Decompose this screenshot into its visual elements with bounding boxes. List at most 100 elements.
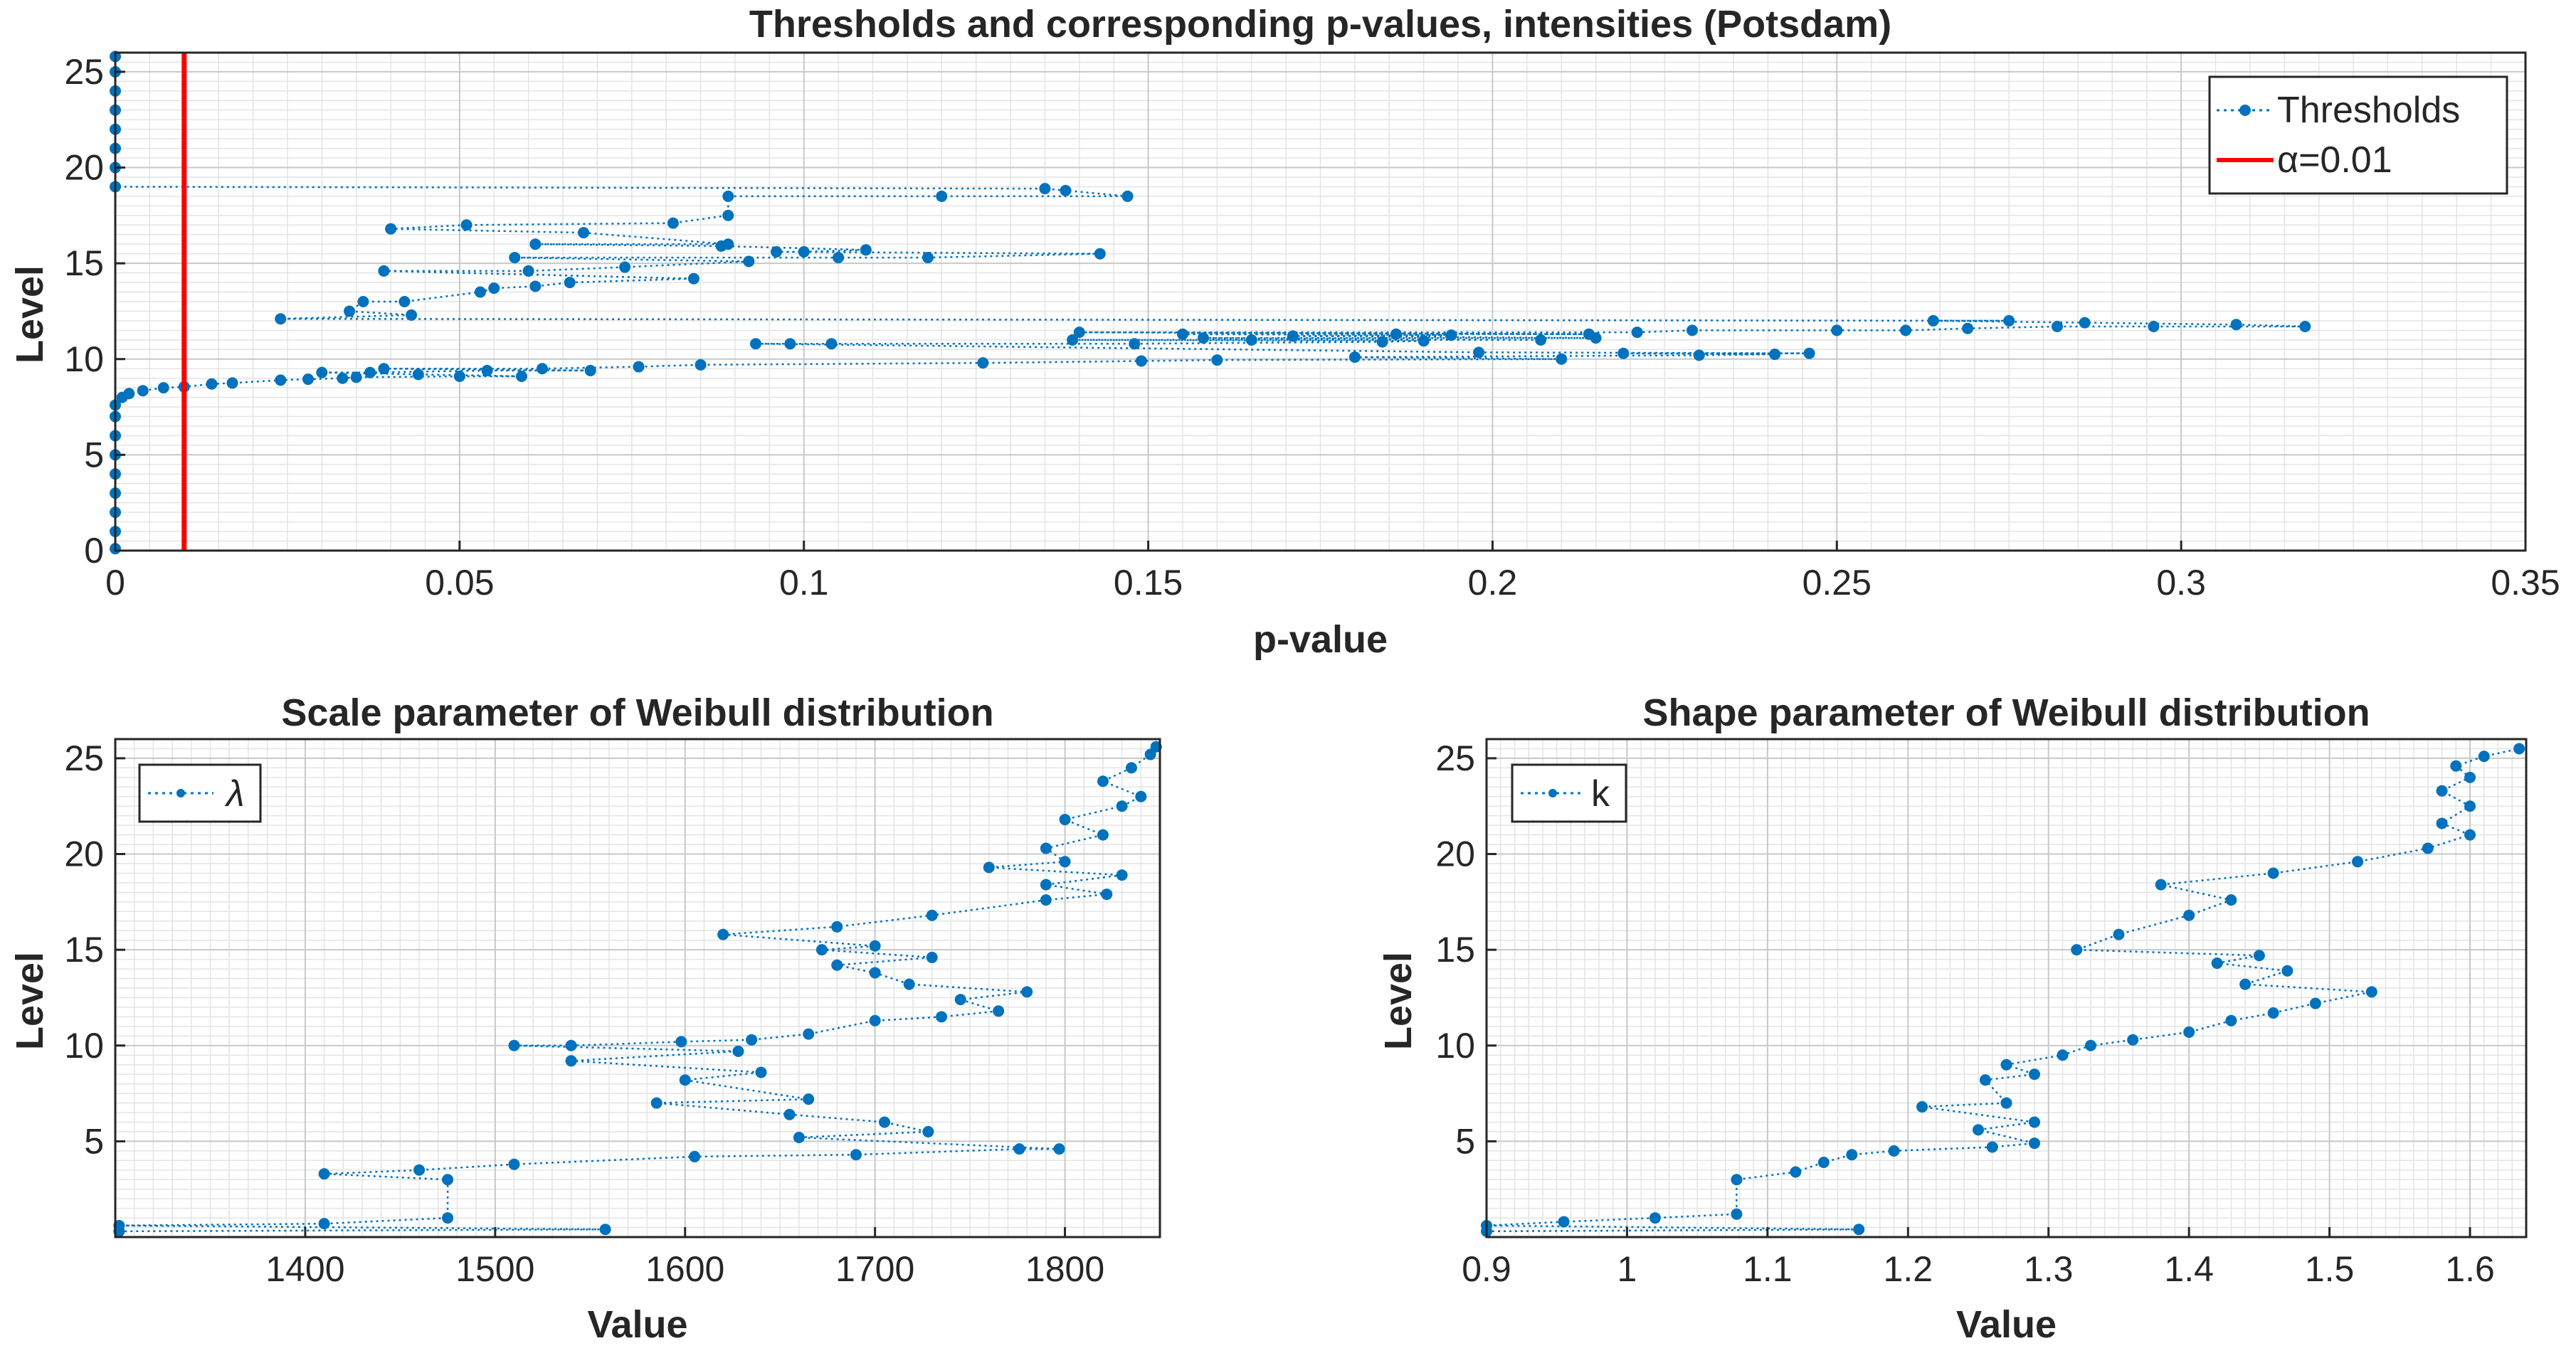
data-point (926, 951, 938, 963)
data-point (1731, 1208, 1743, 1220)
data-point (1059, 856, 1071, 868)
data-point (2281, 965, 2293, 977)
y-tick-label: 15 (1435, 930, 1475, 970)
data-point (1686, 324, 1699, 336)
data-point (1831, 324, 1843, 336)
data-point (689, 1150, 701, 1162)
y-tick-label: 5 (84, 435, 104, 474)
tick-labels: 0.9 1 1.1 1.2 1.3 1.4 1.5 1.6 5 10 15 20 25 (1435, 738, 2494, 1289)
data-point (509, 252, 521, 264)
legend-k-label: k (1591, 773, 1610, 815)
data-point (564, 277, 576, 289)
data-point (488, 282, 500, 295)
data-point (2183, 1026, 2195, 1038)
legend-thresholds-marker (2239, 105, 2251, 116)
axes-frame (114, 738, 1161, 1238)
data-point (732, 1045, 744, 1057)
data-point (599, 1224, 611, 1236)
data-point (903, 978, 915, 990)
axes-frame (1485, 738, 2528, 1238)
x-tick-label: 1800 (1025, 1249, 1104, 1289)
data-point (1053, 1143, 1065, 1155)
data-point (1649, 1212, 1661, 1224)
data-point (275, 313, 287, 325)
chart-title: Shape parameter of Weibull distribution (1642, 691, 2370, 734)
legend: λ (138, 763, 262, 823)
data-point (2365, 986, 2377, 998)
data-point (1973, 1124, 1985, 1136)
data-point (2464, 800, 2476, 812)
data-point (1888, 1145, 1900, 1157)
data-point (1245, 334, 1257, 346)
major-grid (115, 739, 1160, 1237)
data-point (878, 1116, 890, 1128)
data-point (275, 374, 287, 386)
data-point (318, 1168, 330, 1180)
data-point (337, 372, 349, 384)
data-point (481, 364, 493, 376)
x-axis-label: p-value (1253, 618, 1388, 661)
data-point (2267, 1007, 2279, 1019)
data-point (784, 338, 796, 350)
data-point (2309, 997, 2321, 1009)
data-point (157, 382, 169, 394)
y-axis-label: Level (9, 265, 51, 364)
x-tick-label: 0.05 (425, 563, 494, 603)
x-tick-label: 0.9 (1462, 1249, 1511, 1289)
plot-thresholds: 0 0.05 0.1 0.15 0.2 0.25 0.3 0.35 0 5 10 15 20 25 Thr… (9, 3, 2560, 661)
data-point (922, 252, 934, 264)
data-point (508, 1158, 520, 1170)
data-point (137, 385, 149, 397)
data-point (442, 1174, 454, 1186)
data-point (722, 238, 734, 250)
x-axis-label: Value (587, 1303, 687, 1346)
data-point (2464, 771, 2476, 783)
x-tick-label: 1600 (645, 1249, 724, 1289)
tick-labels: 1400 1500 1600 1700 1800 5 10 15 20 25 (64, 738, 1104, 1289)
data-point (2028, 1116, 2040, 1128)
data-point (1927, 314, 1939, 327)
data-point (1390, 328, 1402, 340)
data-point (364, 366, 376, 378)
x-tick-label: 1.6 (2445, 1249, 2495, 1289)
data-point (1445, 329, 1457, 341)
data-point (1197, 332, 1209, 344)
data-point (474, 286, 486, 298)
legend-alpha-label: α=0.01 (2277, 139, 2392, 181)
y-tick-label: 20 (64, 834, 104, 874)
major-grid (1486, 739, 2526, 1237)
data-point (2113, 928, 2125, 940)
data-point (1376, 336, 1388, 348)
data-point (2051, 321, 2063, 332)
data-point (529, 238, 542, 250)
y-axis-label: Level (1377, 952, 1420, 1050)
data-point (1040, 842, 1052, 854)
x-tick-label: 1.1 (1743, 1249, 1793, 1289)
data-point (1853, 1224, 1865, 1236)
data-point (2230, 319, 2242, 331)
data-point (1121, 190, 1134, 202)
x-tick-label: 1.2 (1884, 1249, 1933, 1289)
x-tick-label: 0.25 (1802, 563, 1872, 603)
data-point (825, 338, 838, 350)
data-point (869, 940, 881, 952)
series-line (114, 56, 2306, 549)
legend-thresholds-label: Thresholds (2277, 90, 2460, 131)
x-tick-label: 1.4 (2164, 1249, 2214, 1289)
data-point (2225, 1014, 2237, 1027)
data-point (1125, 762, 1137, 774)
legend: Thresholds α=0.01 (2208, 75, 2508, 195)
y-tick-label: 25 (64, 738, 104, 778)
x-tick-label: 0.15 (1114, 563, 1183, 603)
data-point (1583, 328, 1595, 340)
data-point (954, 994, 966, 1006)
data-point (1097, 829, 1109, 841)
y-tick-label: 20 (1435, 834, 1475, 874)
data-point (398, 296, 411, 307)
data-point (1059, 814, 1071, 826)
data-point (123, 388, 135, 400)
data-point (2148, 321, 2160, 332)
data-point (1979, 1074, 1991, 1086)
data-point (722, 209, 734, 221)
data-point (936, 1011, 948, 1023)
